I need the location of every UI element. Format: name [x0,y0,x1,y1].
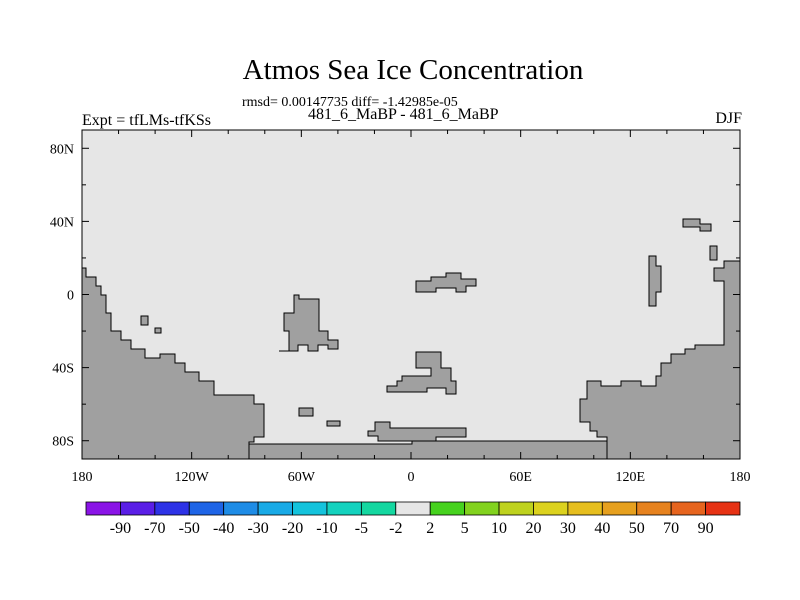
y-axis-labels: 80N 40N 0 40S 80S [50,142,74,449]
map-panel: 180 120W 60W 0 60E 120E 180 80N 40N 0 40S 80S [50,129,751,485]
land-africa [579,260,741,460]
colorbar-label: -20 [282,520,303,537]
colorbar-label: 90 [698,520,714,537]
colorbar-box [533,501,569,516]
colorbar-label: 20 [525,520,541,537]
colorbar-box [120,501,156,516]
colorbar-label: -2 [389,520,402,537]
colorbar-box [705,501,741,516]
x-tick-label: 60E [509,470,532,485]
land-island-11 [709,245,718,261]
y-tick-label: 40N [50,215,74,230]
colorbar-label: -70 [144,520,165,537]
x-tick-label: 180 [72,470,93,485]
land-antarctica [248,440,608,460]
colorbar-box [567,501,603,516]
colorbar-label: 40 [594,520,610,537]
colorbar-boxes [85,501,741,516]
colorbar-box [188,501,225,516]
colorbar-box [360,501,397,516]
land-island-5 [298,407,314,417]
colorbar-label: -50 [179,520,200,537]
land-island-1 [279,294,339,352]
colorbar-box [292,501,328,516]
colorbar: -90 -70 -50 -40 -30 -20 -10 -5 -2 2 5 10 20 30 40 50 70 9… [85,501,741,537]
chart-title: Atmos Sea Ice Concentration [242,54,584,86]
colorbar-box [429,501,466,516]
y-tick-label: 0 [67,289,74,304]
land-island-6 [326,420,341,427]
y-tick-label: 40S [52,362,74,377]
colorbar-label: 2 [426,520,434,537]
land-island-2 [415,272,477,293]
land-island-10 [682,218,712,232]
colorbar-box [464,501,500,516]
colorbar-label: -40 [213,520,234,537]
colorbar-box [257,501,293,516]
x-tick-label: 120W [175,470,210,485]
colorbar-box [223,501,259,516]
colorbar-box [670,501,706,516]
land-south-america [81,267,265,460]
colorbar-box [395,501,431,516]
colorbar-label: 5 [461,520,469,537]
x-tick-label: 120E [616,470,646,485]
colorbar-box [498,501,534,516]
colorbar-label: -10 [316,520,337,537]
experiment-label: Expt = tfLMs-tfKSs [82,112,212,129]
colorbar-box [326,501,362,516]
colorbar-label: 30 [560,520,576,537]
colorbar-box [601,501,638,516]
colorbar-label: 70 [663,520,679,537]
x-tick-label: 180 [730,470,751,485]
stats-line: rmsd= 0.00147735 diff= -1.42985e-05 [242,95,458,110]
land-island-3 [386,351,457,395]
x-tick-label: 60W [288,470,316,485]
land-island-4 [367,421,467,442]
x-axis-labels: 180 120W 60W 0 60E 120E 180 [72,470,751,485]
y-tick-label: 80S [52,435,74,450]
colorbar-label: 50 [629,520,645,537]
colorbar-box [636,501,672,516]
colorbar-labels: -90 -70 -50 -40 -30 -20 -10 -5 -2 2 5 10 20 30 40 50 70 9… [110,520,714,537]
chart-subtitle: 481_6_MaBP - 481_6_MaBP [308,106,499,123]
land-island-7 [140,315,149,326]
land-island-8 [154,327,162,334]
season-label: DJF [715,110,742,127]
colorbar-box [85,501,121,516]
x-tick-label: 0 [408,470,415,485]
colorbar-label: -5 [355,520,368,537]
axis-ticks [81,130,741,459]
land-island-9 [648,255,662,307]
colorbar-label: -90 [110,520,131,537]
colorbar-box [154,501,190,516]
y-tick-label: 80N [50,142,74,157]
colorbar-label: 10 [491,520,507,537]
land-masks [81,218,741,460]
colorbar-label: -30 [247,520,268,537]
